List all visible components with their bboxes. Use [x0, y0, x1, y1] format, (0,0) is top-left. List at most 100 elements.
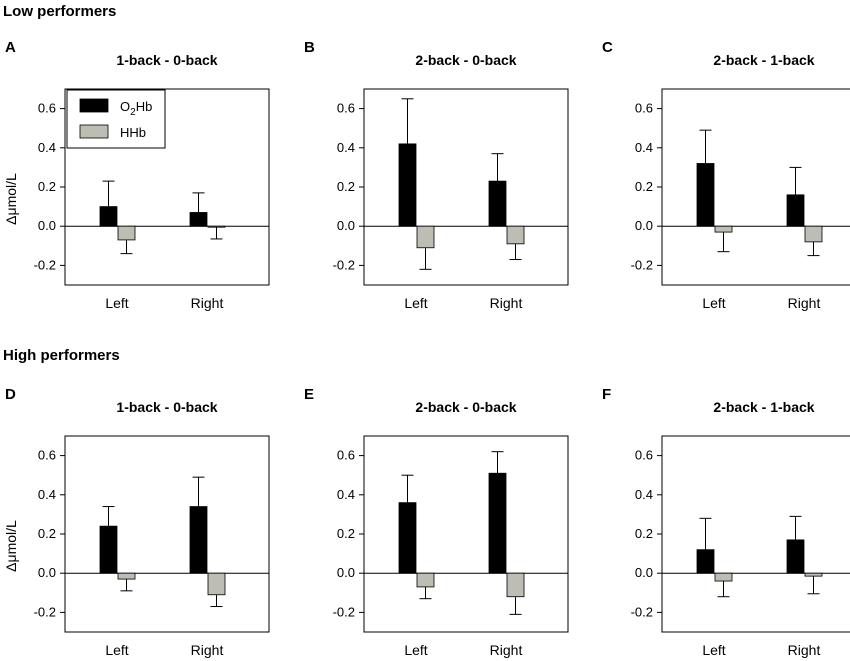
plot-frame [363, 88, 569, 286]
y-tick-label: -0.2 [631, 604, 653, 619]
y-tick-label: 0.6 [337, 101, 355, 116]
legend-label-o2hb: O2Hb [120, 99, 152, 118]
bar-o2hb-right [786, 194, 805, 227]
x-category-label: Left [404, 642, 427, 658]
bar-o2hb-left [99, 525, 118, 574]
plot-frame [64, 435, 270, 633]
panel-title: 1-back - 0-back [116, 399, 217, 415]
x-category-label: Right [490, 295, 523, 311]
bar-hhb-left [416, 225, 435, 249]
group-title-high: High performers [3, 347, 120, 364]
panel-e: E 2-back - 0-back 0.6 0.4 0.2 0.0 -0.2 Left Righ… [304, 386, 569, 658]
y-tick-label: -0.2 [34, 257, 56, 272]
y-tick-label: 0.4 [38, 487, 56, 502]
x-category-label: Right [788, 295, 821, 311]
y-tick-label: 0.2 [38, 179, 56, 194]
panel-title: 1-back - 0-back [116, 52, 217, 68]
bar-o2hb-left [99, 206, 118, 227]
x-category-label: Left [105, 295, 128, 311]
bar-hhb-left [714, 225, 733, 233]
y-tick-label: 0.6 [38, 448, 56, 463]
y-tick-label: 0.2 [38, 526, 56, 541]
bar-hhb-left [714, 572, 733, 582]
panel-title: 2-back - 1-back [713, 52, 814, 68]
x-category-label: Left [404, 295, 427, 311]
bar-o2hb-left [696, 549, 715, 574]
panel-letter: C [602, 39, 613, 56]
x-category-label: Left [702, 642, 725, 658]
panel-letter: D [5, 386, 16, 403]
bar-o2hb-right [488, 472, 507, 574]
y-tick-label: 0.0 [38, 565, 56, 580]
bar-hhb-right [804, 225, 823, 243]
panel-title: 2-back - 1-back [713, 399, 814, 415]
panel-d: D 1-back - 0-back 0.6 0.4 0.2 0.0 -0.2 Left Righ… [3, 386, 270, 658]
plot-frame [661, 88, 850, 286]
y-tick-label: 0.0 [635, 565, 653, 580]
y-axis-label: Δμmol/L [3, 520, 19, 572]
y-axis-label: Δμmol/L [3, 173, 19, 225]
legend-o2hb-suffix: Hb [136, 99, 153, 114]
y-tick-label: 0.4 [38, 140, 56, 155]
bar-hhb-left [117, 572, 136, 580]
y-tick-label: -0.2 [34, 604, 56, 619]
y-tick-label: 0.6 [38, 101, 56, 116]
legend-swatch-o2hb [79, 98, 109, 113]
bar-hhb-left [117, 225, 136, 241]
y-tick-label: -0.2 [631, 257, 653, 272]
panel-title: 2-back - 0-back [415, 52, 516, 68]
panel-letter: A [5, 39, 16, 56]
x-category-label: Right [788, 642, 821, 658]
x-category-label: Right [191, 295, 224, 311]
bar-hhb-right [207, 572, 226, 596]
y-tick-label: 0.6 [635, 101, 653, 116]
legend-o2hb-prefix: O [120, 99, 130, 114]
legend-label-hhb: HHb [120, 125, 146, 140]
bar-hhb-left [416, 572, 435, 588]
y-tick-label: 0.4 [337, 487, 355, 502]
group-title-low: Low performers [3, 3, 116, 20]
y-tick-label: 0.4 [337, 140, 355, 155]
panel-a: A 1-back - 0-back 0.6 0.4 0.2 0.0 -0.2 Left Righ… [3, 39, 270, 311]
y-tick-label: 0.0 [337, 218, 355, 233]
y-tick-label: 0.2 [635, 526, 653, 541]
plot-frame [363, 435, 569, 633]
bar-o2hb-right [488, 180, 507, 227]
y-tick-label: 0.2 [635, 179, 653, 194]
panel-letter: B [304, 39, 315, 56]
y-tick-label: 0.2 [337, 526, 355, 541]
bar-o2hb-right [189, 212, 208, 227]
bar-o2hb-left [398, 502, 417, 574]
y-tick-label: 0.6 [635, 448, 653, 463]
bar-o2hb-right [189, 506, 208, 574]
legend-swatch-hhb [79, 124, 109, 139]
y-tick-label: 0.0 [635, 218, 653, 233]
x-category-label: Left [702, 295, 725, 311]
y-tick-label: -0.2 [333, 257, 355, 272]
bar-o2hb-left [696, 163, 715, 227]
x-category-label: Left [105, 642, 128, 658]
x-category-label: Right [490, 642, 523, 658]
panel-b: B 2-back - 0-back 0.6 0.4 0.2 0.0 -0.2 Left Righ… [304, 39, 569, 311]
legend: O2Hb HHb [66, 89, 166, 149]
panel-title: 2-back - 0-back [415, 399, 516, 415]
bar-hhb-right [506, 225, 525, 245]
y-tick-label: 0.4 [635, 140, 653, 155]
x-category-label: Right [191, 642, 224, 658]
y-tick-label: 0.2 [337, 179, 355, 194]
bar-hhb-right [207, 225, 226, 228]
panel-letter: E [304, 386, 314, 403]
panel-letter: F [602, 386, 611, 403]
legend-o2hb-sub: 2 [130, 107, 136, 118]
y-tick-label: 0.4 [635, 487, 653, 502]
plot-frame [661, 435, 850, 633]
panel-f: F 2-back - 1-back 0.6 0.4 0.2 0.0 -0.2 Left Righ… [602, 386, 850, 658]
y-tick-label: -0.2 [333, 604, 355, 619]
y-tick-label: 0.0 [337, 565, 355, 580]
bar-hhb-right [804, 572, 823, 577]
bar-hhb-right [506, 572, 525, 598]
bar-o2hb-left [398, 143, 417, 227]
y-tick-label: 0.6 [337, 448, 355, 463]
bar-o2hb-right [786, 539, 805, 574]
